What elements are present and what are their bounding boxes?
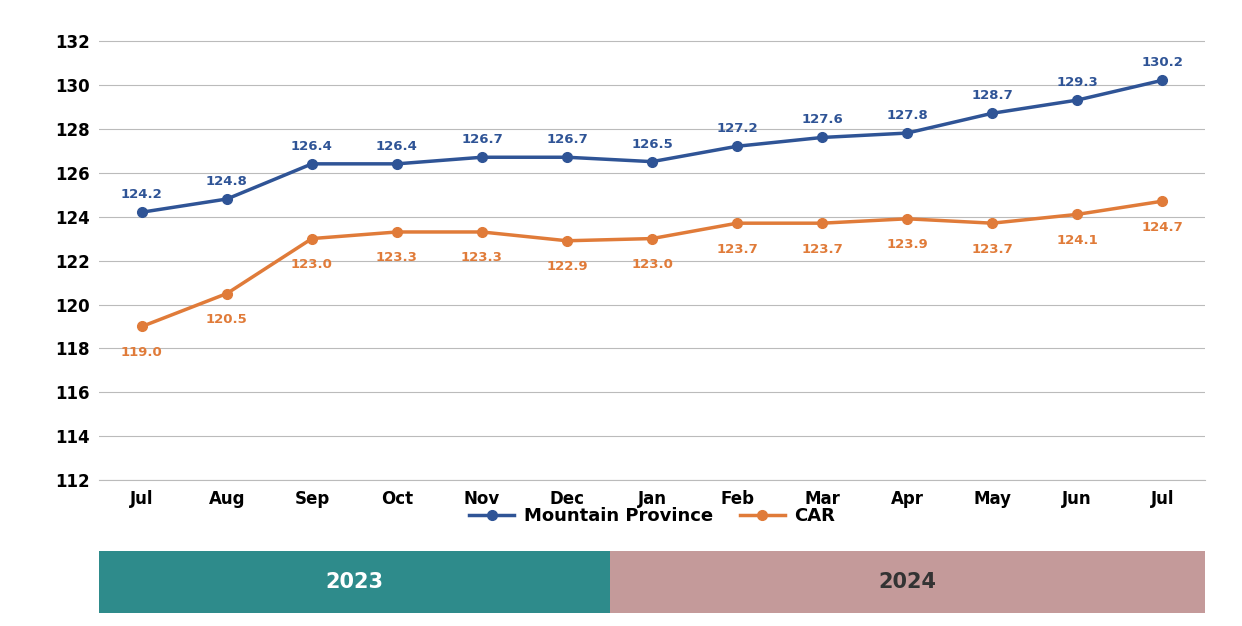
Line: CAR: CAR <box>137 197 1167 331</box>
Text: 2023: 2023 <box>325 572 384 592</box>
Text: 124.2: 124.2 <box>120 188 163 201</box>
Text: 126.4: 126.4 <box>376 140 417 153</box>
Text: 130.2: 130.2 <box>1141 56 1184 69</box>
Mountain Province <box>474 153 489 161</box>
Text: 123.9: 123.9 <box>887 239 928 251</box>
CAR <box>645 235 660 242</box>
CAR <box>899 215 914 223</box>
Mountain Province <box>390 160 405 168</box>
CAR <box>474 228 489 236</box>
Mountain Province <box>1155 76 1170 84</box>
Text: 119.0: 119.0 <box>120 346 163 359</box>
Mountain Province <box>1069 96 1084 104</box>
CAR <box>390 228 405 236</box>
Text: 124.1: 124.1 <box>1057 234 1098 247</box>
Mountain Province <box>729 143 744 150</box>
Text: 123.0: 123.0 <box>631 258 673 271</box>
Text: 128.7: 128.7 <box>971 89 1013 102</box>
Mountain Province <box>560 153 575 161</box>
Text: 129.3: 129.3 <box>1057 76 1098 89</box>
CAR <box>560 237 575 245</box>
Text: 123.7: 123.7 <box>971 243 1013 255</box>
Text: 127.6: 127.6 <box>801 113 843 126</box>
Mountain Province <box>899 130 914 137</box>
Text: 126.7: 126.7 <box>461 133 503 146</box>
CAR <box>729 220 744 227</box>
Text: 123.3: 123.3 <box>376 252 417 264</box>
Mountain Province <box>304 160 319 168</box>
CAR <box>220 290 235 297</box>
CAR <box>304 235 319 242</box>
Text: 127.8: 127.8 <box>887 109 928 122</box>
CAR <box>985 220 1000 227</box>
Mountain Province <box>815 134 830 141</box>
Line: Mountain Province: Mountain Province <box>137 76 1167 217</box>
Text: 124.8: 124.8 <box>206 175 248 188</box>
Mountain Province <box>220 195 235 203</box>
Text: 123.3: 123.3 <box>461 252 503 264</box>
Mountain Province <box>645 158 660 165</box>
Text: 124.7: 124.7 <box>1141 220 1184 233</box>
Text: 123.7: 123.7 <box>717 243 758 255</box>
CAR <box>815 220 830 227</box>
Text: 126.7: 126.7 <box>546 133 587 146</box>
Mountain Province <box>134 208 149 216</box>
Text: 120.5: 120.5 <box>206 313 247 326</box>
Text: 123.7: 123.7 <box>801 243 843 255</box>
CAR <box>134 323 149 331</box>
Mountain Province <box>985 110 1000 117</box>
Text: 122.9: 122.9 <box>546 260 587 273</box>
Text: 126.5: 126.5 <box>631 138 673 150</box>
Text: 126.4: 126.4 <box>291 140 333 153</box>
Text: 123.0: 123.0 <box>291 258 333 271</box>
CAR <box>1155 197 1170 205</box>
CAR <box>1069 210 1084 218</box>
Legend: Mountain Province, CAR: Mountain Province, CAR <box>462 500 842 532</box>
Text: 2024: 2024 <box>878 572 936 592</box>
Text: 127.2: 127.2 <box>717 122 758 135</box>
